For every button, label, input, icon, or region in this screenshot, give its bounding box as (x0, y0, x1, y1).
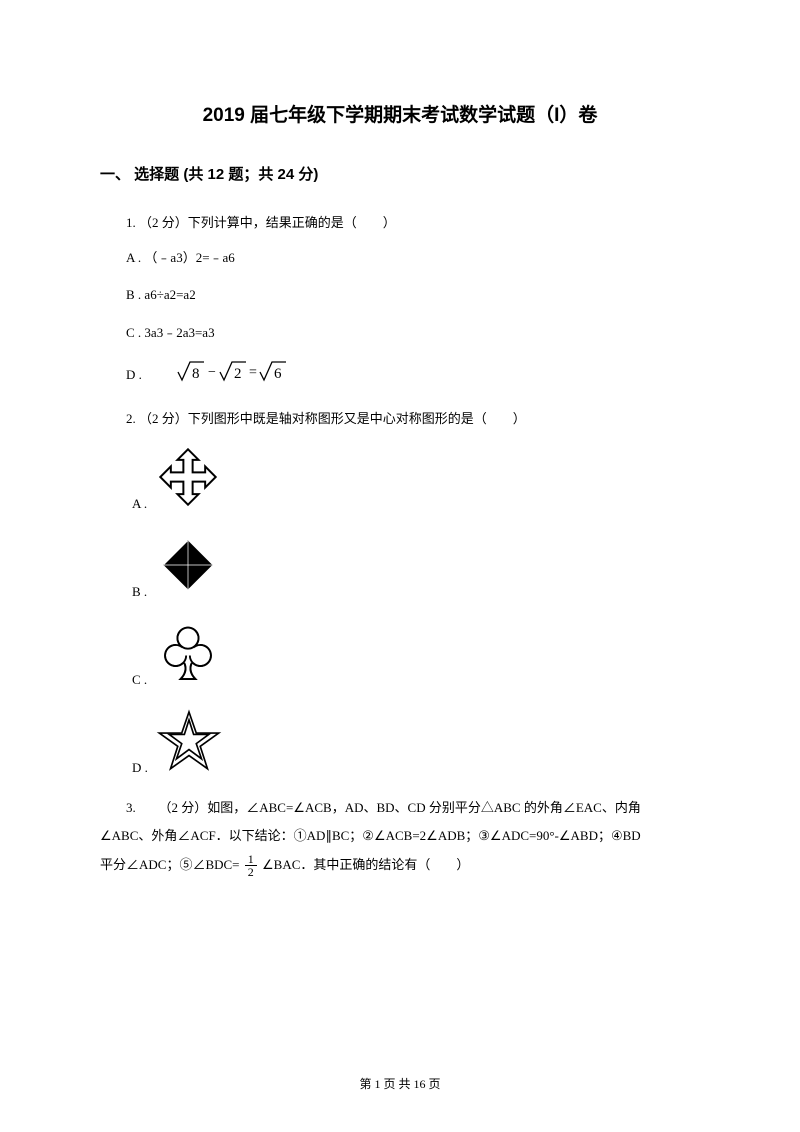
sqrt-expression-icon: 8 − 2 = 6 (150, 358, 286, 391)
club-icon (153, 618, 223, 688)
fraction-half: 1 2 (245, 853, 257, 878)
svg-text:=: = (249, 365, 257, 380)
footer-c: 页 (426, 1077, 441, 1091)
footer-a: 第 (359, 1077, 374, 1091)
q1-option-c: C . 3a3﹣2a3=a3 (100, 321, 700, 344)
cross-arrows-icon (153, 442, 223, 512)
q1-option-d: D . 8 − 2 = 6 (100, 358, 700, 391)
q3-line2: ∠ABC、外角∠ACF．以下结论：①AD∥BC；②∠ACB=2∠ADB；③∠AD… (100, 822, 700, 851)
q3-block: 3. （2 分）如图，∠ABC=∠ACB，AD、BD、CD 分别平分△ABC 的… (100, 794, 700, 880)
svg-text:2: 2 (234, 366, 242, 382)
section-header: 一、 选择题 (共 12 题；共 24 分) (100, 163, 700, 184)
q1-option-a: A . （﹣a3）2=﹣a6 (100, 246, 700, 269)
q2-option-a: A . (100, 442, 700, 512)
svg-text:−: − (208, 365, 216, 380)
q2-stem: 2. （2 分）下列图形中既是轴对称图形又是中心对称图形的是（ ） (100, 406, 700, 432)
q2-option-b: B . (100, 530, 700, 600)
q2-option-d: D . (100, 706, 700, 776)
q1-option-b: B . a6÷a2=a2 (100, 283, 700, 306)
page-title: 2019 届七年级下学期期末考试数学试题（I）卷 (100, 100, 700, 127)
q3-line3-a: 平分∠ADC；⑤∠BDC= (100, 857, 240, 872)
q2-option-b-label: B . (132, 584, 147, 600)
q1-option-d-label: D . (100, 363, 142, 386)
q2-option-c-label: C . (132, 672, 147, 688)
q3-line3: 平分∠ADC；⑤∠BDC= 1 2 ∠BAC．其中正确的结论有（ ） (100, 851, 700, 880)
pinwheel-icon (153, 530, 223, 600)
svg-text:8: 8 (192, 366, 200, 382)
q3-line1: 3. （2 分）如图，∠ABC=∠ACB，AD、BD、CD 分别平分△ABC 的… (100, 794, 700, 823)
footer-total: 16 (414, 1077, 426, 1091)
q2-option-c: C . (100, 618, 700, 688)
star-icon (154, 706, 224, 776)
q1-stem: 1. （2 分）下列计算中，结果正确的是（ ） (100, 210, 700, 236)
q2-option-d-label: D . (132, 760, 148, 776)
svg-text:6: 6 (274, 366, 282, 382)
page-footer: 第 1 页 共 16 页 (0, 1075, 800, 1092)
q3-line3-b: ∠BAC．其中正确的结论有（ ） (262, 857, 469, 872)
q2-option-a-label: A . (132, 496, 147, 512)
frac-den: 2 (245, 866, 257, 878)
footer-b: 页 共 (380, 1077, 413, 1091)
